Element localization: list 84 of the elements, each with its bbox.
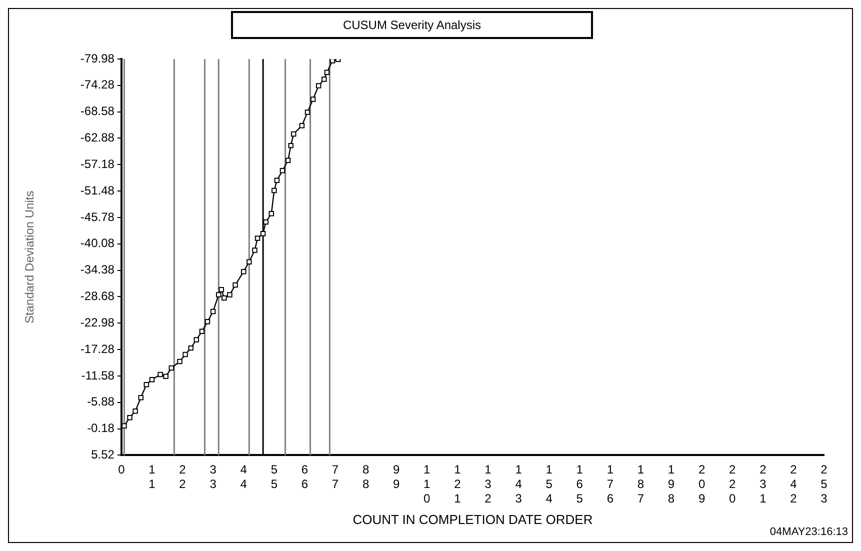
point xyxy=(240,268,246,274)
y-tick-label: -0.18 xyxy=(87,421,115,436)
y-tick-label: -34.38 xyxy=(80,262,115,277)
point xyxy=(280,168,286,174)
point xyxy=(222,295,227,301)
x-tick-label: 2 2 0 xyxy=(729,462,736,506)
y-tick-label: -68.58 xyxy=(80,104,115,118)
y-tick-label: -17.28 xyxy=(80,342,115,356)
point xyxy=(210,308,216,314)
x-tick-label: 9 9 xyxy=(393,462,400,492)
y-tick-label: -11.58 xyxy=(81,368,115,382)
x-tick-label: 2 5 3 xyxy=(820,462,828,506)
point xyxy=(299,123,305,128)
point xyxy=(127,414,132,420)
y-tick-label: -74.28 xyxy=(80,78,115,92)
point xyxy=(304,110,310,115)
x-tick-label: 2 3 1 xyxy=(760,462,767,506)
point xyxy=(182,352,188,358)
point xyxy=(288,142,294,148)
y-tick-label: -22.98 xyxy=(80,315,115,330)
point xyxy=(324,70,330,75)
x-tick-label: 5 5 xyxy=(270,462,278,492)
x-tick-label: 6 6 xyxy=(301,462,308,492)
point xyxy=(254,236,260,241)
point xyxy=(194,337,200,342)
x-tick-label: 7 7 xyxy=(332,462,339,492)
y-tick-label: -28.68 xyxy=(80,289,115,304)
point xyxy=(227,292,232,298)
point xyxy=(163,374,168,379)
text: 04MAY23:16:13 xyxy=(770,526,848,538)
point xyxy=(144,382,150,388)
point xyxy=(268,211,274,216)
x-tick-label: 2 4 2 xyxy=(790,462,798,506)
x-tick-label: 2 2 xyxy=(179,462,186,492)
point xyxy=(285,158,291,164)
chart-title: CUSUM Severity Analysis xyxy=(231,11,593,39)
y-tick-label: -5.88 xyxy=(87,394,115,409)
point xyxy=(218,287,224,292)
x-tick-label: 4 4 xyxy=(240,462,248,492)
point xyxy=(132,408,138,414)
point xyxy=(316,83,322,88)
point xyxy=(204,319,210,324)
y-tick-label: -45.78 xyxy=(80,210,115,224)
point xyxy=(252,248,258,253)
y-tick-label: -62.88 xyxy=(80,130,115,145)
y-tick-label: 5.52 xyxy=(91,448,115,462)
point xyxy=(330,59,336,64)
x-tick-label: 1 5 4 xyxy=(546,462,553,506)
x-tick-label: 8 8 xyxy=(362,462,370,492)
x-tick-label: 1 9 8 xyxy=(668,462,675,506)
x-tick-label: 1 1 xyxy=(148,462,156,492)
x-tick-label: 3 3 xyxy=(210,462,217,492)
point xyxy=(310,96,316,102)
point xyxy=(263,219,268,225)
y-tick-label: -57.18 xyxy=(80,156,115,171)
x-tick-label: 1 3 2 xyxy=(484,462,492,506)
x-tick-label: 1 4 3 xyxy=(515,462,522,506)
x-tick-label: 1 6 5 xyxy=(576,462,584,506)
point xyxy=(138,395,144,400)
x-tick-label: 1 8 7 xyxy=(637,462,644,506)
point xyxy=(158,372,163,378)
point xyxy=(232,282,238,288)
x-tick-label: 1 2 1 xyxy=(454,462,462,506)
point xyxy=(260,230,266,236)
y-axis-title: Standard Deviation Units xyxy=(22,190,37,324)
point xyxy=(290,131,296,137)
y-tick-label: -40.08 xyxy=(80,236,115,250)
point xyxy=(272,188,277,194)
y-tick-label: -51.48 xyxy=(80,183,115,198)
x-tick-label: 1 1 0 xyxy=(424,462,431,506)
point xyxy=(274,178,280,183)
point xyxy=(216,292,222,298)
point xyxy=(199,328,205,334)
point xyxy=(168,365,174,371)
x-tick-label: 1 7 6 xyxy=(606,462,614,506)
x-tick-label: 0 xyxy=(118,462,126,477)
point xyxy=(177,358,182,364)
point xyxy=(322,76,327,82)
x-axis-title: COUNT IN COMPLETION DATE ORDER xyxy=(352,512,593,527)
y-tick-label: -79.98 xyxy=(80,51,115,66)
x-tick-label: 2 0 9 xyxy=(698,462,706,506)
point xyxy=(188,345,194,351)
point xyxy=(246,259,252,264)
point xyxy=(149,376,155,382)
